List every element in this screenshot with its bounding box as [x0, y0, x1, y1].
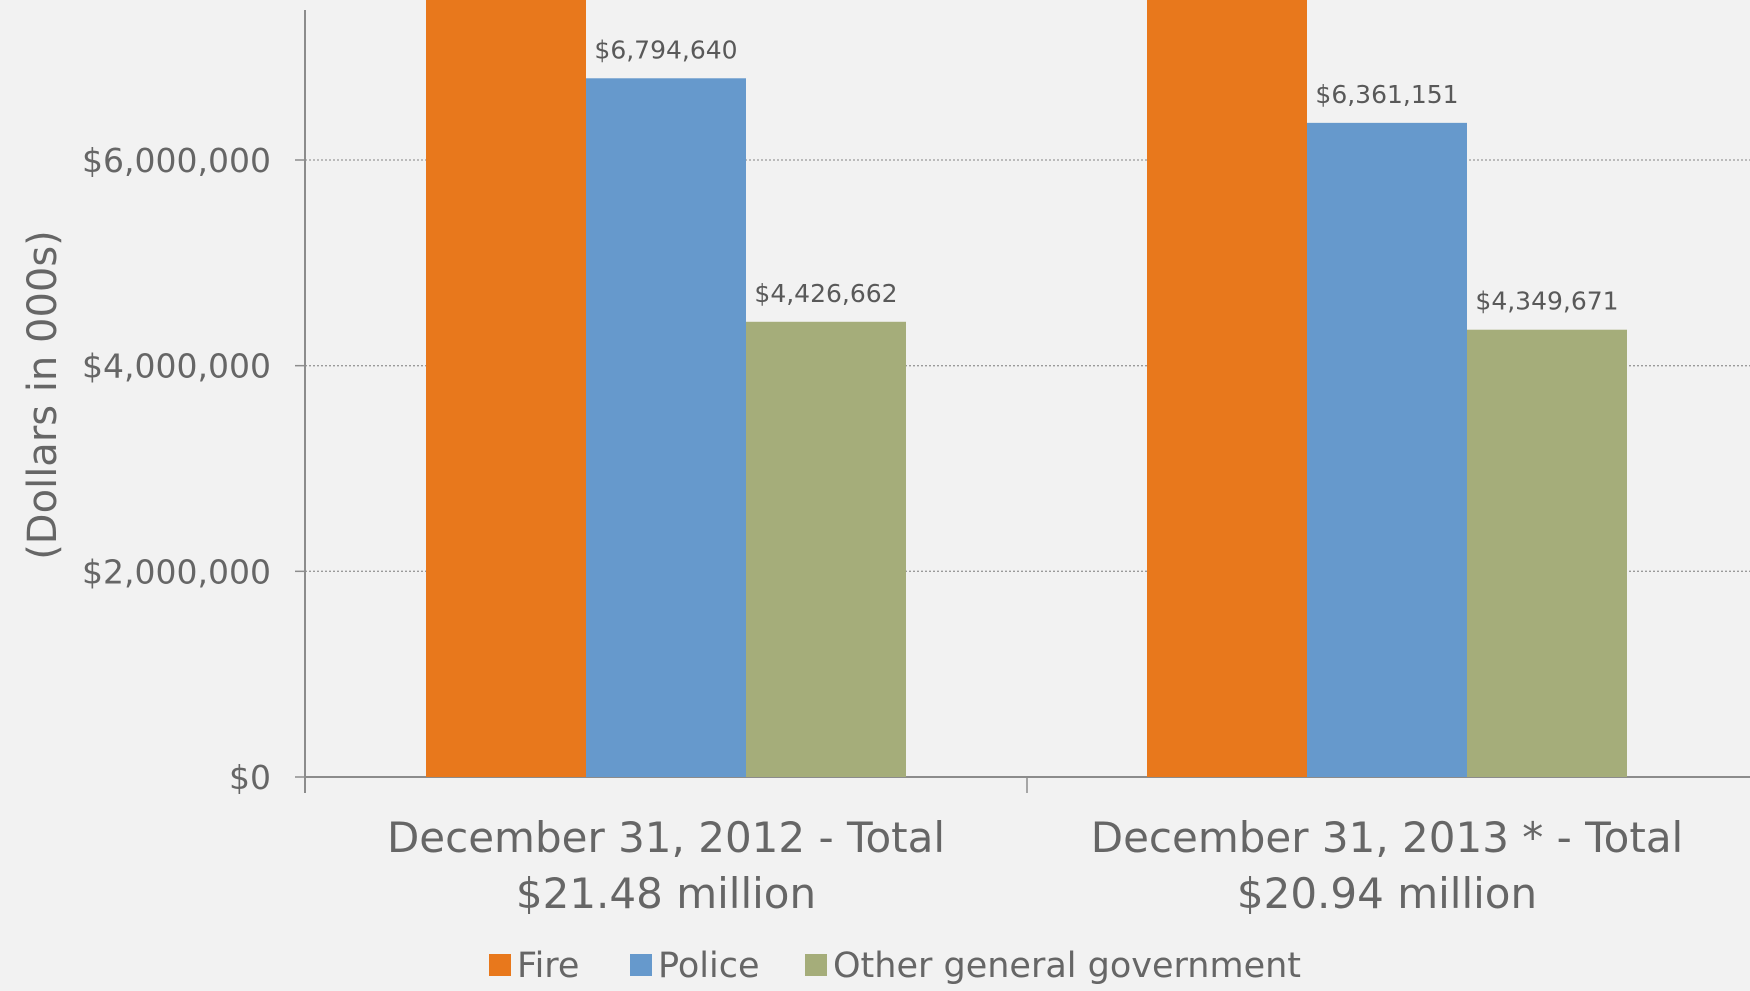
data-label: $6,794,640: [594, 35, 737, 64]
bar-police: [586, 78, 746, 777]
bar-fire: [1147, 0, 1307, 777]
y-tick-label: $6,000,000: [82, 141, 271, 180]
y-tick-label: $2,000,000: [82, 552, 271, 591]
y-tick-label: $0: [229, 758, 271, 797]
data-label: $4,349,671: [1475, 287, 1618, 316]
x-category-label: December 31, 2012 - Total: [387, 813, 945, 862]
y-axis-title: (Dollars in 000s): [20, 230, 66, 560]
legend-swatch: [489, 954, 511, 976]
x-category-label: $20.94 million: [1237, 869, 1537, 918]
legend-swatch: [805, 954, 827, 976]
bar-other-general-government: [1467, 329, 1627, 777]
data-label: $4,426,662: [754, 279, 897, 308]
legend-swatch: [630, 954, 652, 976]
data-label: $6,361,151: [1315, 80, 1458, 109]
legend-label: Police: [658, 946, 760, 986]
bar-police: [1307, 122, 1467, 778]
bar-fire: [426, 0, 586, 777]
y-tick-label: $4,000,000: [82, 347, 271, 386]
x-category-label: $21.48 million: [516, 869, 816, 918]
x-category-label: December 31, 2013 * - Total: [1091, 813, 1683, 862]
bar-other-general-government: [746, 321, 906, 777]
legend-label: Other general government: [833, 946, 1301, 986]
legend-label: Fire: [517, 946, 579, 986]
